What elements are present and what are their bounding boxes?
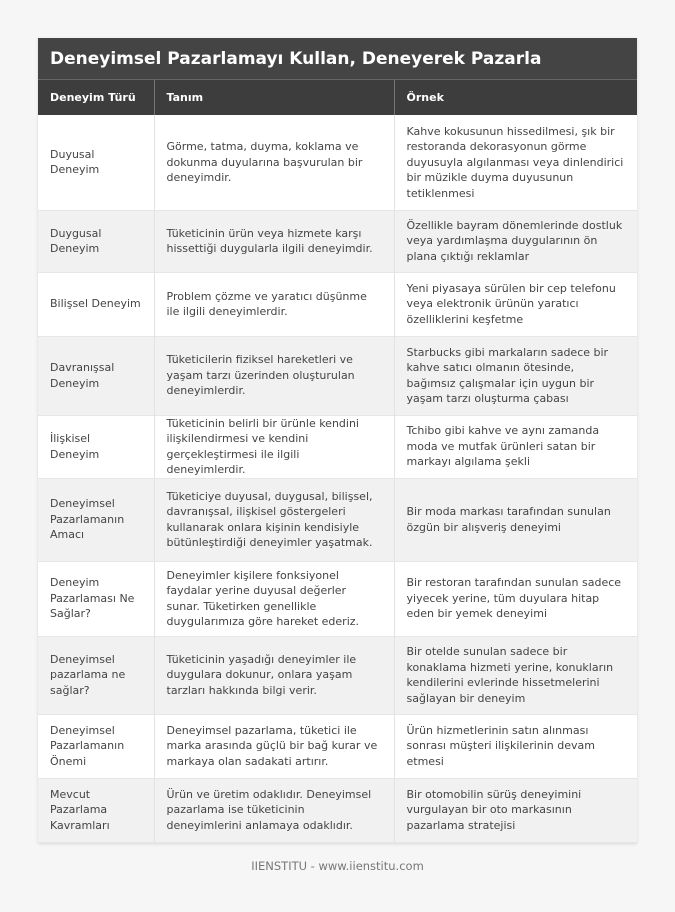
cell-example: Kahve kokusunun hissedilmesi, şık bir re… bbox=[394, 115, 637, 211]
cell-example: Bir otelde sunulan sadece bir konaklama … bbox=[394, 636, 637, 715]
cell-definition: Ürün ve üretim odaklıdır. Deneyimsel paz… bbox=[154, 778, 395, 843]
table-row: Bilişsel Deneyim Problem çözme ve yaratıc… bbox=[38, 272, 637, 337]
data-table: Deneyim Türü Tanım Örnek Duyusal Deneyim… bbox=[38, 80, 637, 843]
cell-example: Starbucks gibi markaların sadece bir kah… bbox=[394, 336, 637, 416]
cell-definition: Görme, tatma, duyma, koklama ve dokunma … bbox=[154, 115, 395, 211]
header-row: Deneyim Türü Tanım Örnek bbox=[38, 80, 637, 115]
cell-example: Bir restoran tarafından sunulan sadece y… bbox=[394, 561, 637, 637]
table-row: Deneyim Pazarlaması Ne Sağlar? Deneyimler… bbox=[38, 561, 637, 637]
column-header: Deneyim Türü bbox=[38, 80, 155, 115]
cell-definition: Tüketicinin belirli bir ürünle kendini i… bbox=[154, 415, 395, 479]
cell-example: Bir moda markası tarafından sunulan özgü… bbox=[394, 478, 637, 562]
cell-example: Ürün hizmetlerinin satın alınması sonras… bbox=[394, 714, 637, 779]
table-row: Duygusal Deneyim Tüketicinin ürün veya hi… bbox=[38, 210, 637, 273]
cell-definition: Problem çözme ve yaratıcı düşünme ile il… bbox=[154, 272, 395, 337]
cell-example: Bir otomobilin sürüş deneyimini vurgulay… bbox=[394, 778, 637, 843]
table-row: Davranışsal Deneyim Tüketicilerin fizikse… bbox=[38, 336, 637, 416]
cell-definition: Tüketiciye duyusal, duygusal, bilişsel, … bbox=[154, 478, 395, 562]
cell-example: Yeni piyasaya sürülen bir cep telefonu v… bbox=[394, 272, 637, 337]
table-row: Deneyimsel pazarlama ne sağlar? Tüketicin… bbox=[38, 636, 637, 715]
cell-definition: Tüketicilerin fiziksel hareketleri ve ya… bbox=[154, 336, 395, 416]
column-header: Tanım bbox=[154, 80, 395, 115]
cell-type: Deneyim Pazarlaması Ne Sağlar? bbox=[38, 561, 155, 637]
cell-type: Deneyimsel Pazarlamanın Amacı bbox=[38, 478, 155, 562]
table-card: Deneyimsel Pazarlamayı Kullan, Deneyerek… bbox=[38, 38, 637, 843]
cell-type: Duygusal Deneyim bbox=[38, 210, 155, 273]
cell-type: İlişkisel Deneyim bbox=[38, 415, 155, 479]
column-header: Örnek bbox=[394, 80, 637, 115]
footer-credit: IIENSTITU - www.iienstitu.com bbox=[251, 859, 424, 873]
table-row: İlişkisel Deneyim Tüketicinin belirli bir… bbox=[38, 415, 637, 479]
cell-type: Duyusal Deneyim bbox=[38, 115, 155, 211]
cell-type: Mevcut Pazarlama Kavramları bbox=[38, 778, 155, 843]
table-row: Deneyimsel Pazarlamanın Önemi Deneyimsel … bbox=[38, 714, 637, 779]
cell-type: Deneyimsel pazarlama ne sağlar? bbox=[38, 636, 155, 715]
cell-example: Özellikle bayram dönemlerinde dostluk ve… bbox=[394, 210, 637, 273]
cell-type: Deneyimsel Pazarlamanın Önemi bbox=[38, 714, 155, 779]
cell-definition: Tüketicinin yaşadığı deneyimler ile duyg… bbox=[154, 636, 395, 715]
cell-example: Tchibo gibi kahve ve aynı zamanda moda v… bbox=[394, 415, 637, 479]
cell-type: Davranışsal Deneyim bbox=[38, 336, 155, 416]
cell-type: Bilişsel Deneyim bbox=[38, 272, 155, 337]
table-row: Deneyimsel Pazarlamanın Amacı Tüketiciye … bbox=[38, 478, 637, 562]
cell-definition: Deneyimsel pazarlama, tüketici ile marka… bbox=[154, 714, 395, 779]
table-row: Duyusal Deneyim Görme, tatma, duyma, kokl… bbox=[38, 115, 637, 211]
cell-definition: Deneyimler kişilere fonksiyonel faydalar… bbox=[154, 561, 395, 637]
cell-definition: Tüketicinin ürün veya hizmete karşı hiss… bbox=[154, 210, 395, 273]
table-title: Deneyimsel Pazarlamayı Kullan, Deneyerek… bbox=[38, 38, 637, 80]
table-row: Mevcut Pazarlama Kavramları Ürün ve üreti… bbox=[38, 778, 637, 843]
